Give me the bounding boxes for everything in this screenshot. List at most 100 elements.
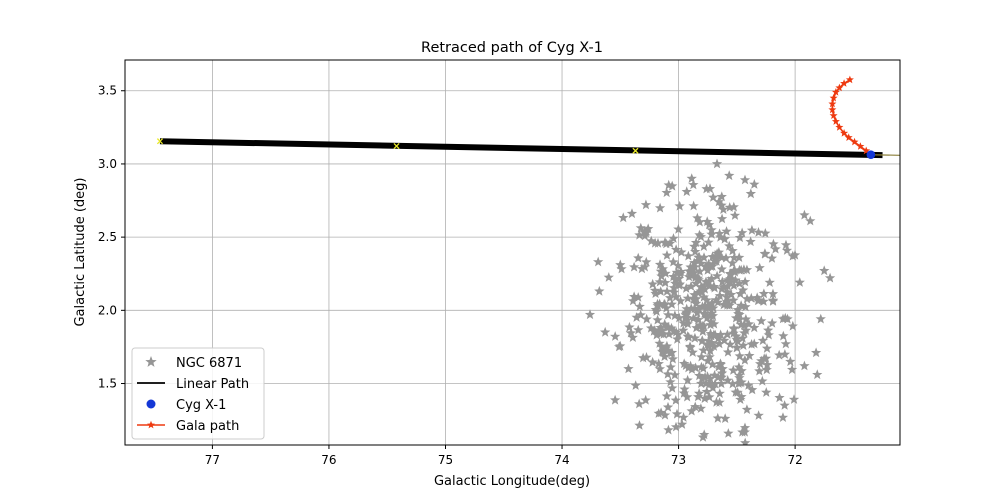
cluster-star	[671, 326, 682, 337]
cluster-star	[757, 375, 768, 386]
cluster-star	[746, 224, 758, 235]
cluster-star	[737, 332, 748, 343]
cluster-star	[780, 338, 791, 349]
cluster-star	[702, 265, 713, 275]
cluster-star	[699, 429, 710, 440]
cluster-star	[727, 245, 738, 256]
cluster-star	[694, 304, 705, 314]
cluster-star	[787, 320, 798, 331]
cluster-star	[753, 410, 764, 420]
cluster-star	[659, 299, 671, 310]
cluster-star	[722, 299, 733, 310]
plot-frame	[124, 59, 901, 446]
cluster-star	[819, 265, 830, 276]
cluster-star	[667, 180, 678, 191]
cluster-star	[687, 347, 698, 357]
cluster-star	[741, 293, 753, 304]
cluster-star	[693, 255, 704, 266]
cluster-star	[716, 252, 727, 262]
cluster-star	[660, 277, 671, 288]
y-tick-label: 3.5	[98, 84, 117, 98]
cluster-star	[708, 341, 720, 351]
cluster-star	[667, 382, 678, 393]
cluster-star	[641, 313, 652, 324]
cluster-star	[715, 231, 726, 242]
cluster-star	[661, 238, 672, 249]
cluster-star	[654, 276, 665, 287]
cluster-star	[694, 251, 705, 262]
cluster-star	[739, 327, 750, 338]
cluster-star	[702, 371, 713, 381]
cluster-star	[663, 328, 675, 339]
cluster-star	[634, 301, 645, 311]
cluster-star	[731, 342, 742, 352]
cluster-star	[647, 356, 658, 367]
cluster-star	[764, 277, 775, 287]
cluster-star	[668, 271, 679, 282]
cluster-star	[690, 272, 701, 282]
cluster-star	[697, 431, 709, 442]
cluster-star	[696, 361, 707, 372]
cluster-star	[682, 374, 693, 385]
cluster-star	[712, 248, 723, 258]
cluster-star	[716, 372, 727, 382]
cluster-star	[740, 313, 751, 324]
cluster-star	[774, 392, 785, 403]
cluster-star	[763, 325, 774, 335]
cluster-star	[674, 200, 685, 211]
cluster-star	[715, 358, 726, 369]
cluster-star	[683, 271, 695, 282]
cluster-star	[711, 294, 722, 305]
cluster-star	[684, 265, 695, 276]
cluster-star	[714, 338, 725, 349]
linear-path-marker	[632, 147, 639, 154]
cluster-star	[787, 364, 798, 375]
cluster-star	[711, 253, 722, 264]
x-tick-label: 76	[321, 453, 336, 467]
cluster-star	[655, 322, 666, 333]
cluster-star	[630, 380, 641, 390]
cluster-star	[701, 183, 712, 194]
cluster-star	[635, 309, 646, 320]
cluster-star	[671, 408, 683, 419]
cluster-star	[740, 437, 751, 445]
cluster-star	[714, 290, 725, 301]
cluster-star	[675, 268, 686, 279]
cluster-star	[721, 226, 732, 236]
cluster-star	[671, 291, 682, 302]
cluster-star	[774, 349, 785, 360]
cluster-star	[727, 257, 738, 268]
cluster-star	[740, 325, 752, 335]
legend-box	[131, 347, 265, 440]
cluster-star	[634, 420, 645, 430]
cluster-star	[665, 361, 676, 372]
cluster-star	[736, 391, 747, 402]
cluster-star	[690, 246, 701, 257]
cluster-star	[701, 386, 712, 397]
legend-symbol-gala-path-marker	[147, 420, 155, 429]
cluster-star	[638, 352, 649, 363]
cluster-star	[681, 303, 692, 314]
cluster-star	[720, 413, 731, 423]
cluster-star	[703, 276, 715, 287]
cluster-star	[744, 350, 755, 361]
cluster-star	[725, 339, 736, 349]
cluster-star	[736, 319, 747, 330]
cluster-star	[678, 325, 689, 335]
cluster-star	[679, 358, 690, 369]
cluster-star	[706, 229, 717, 239]
cluster-star	[600, 326, 611, 337]
cluster-star	[704, 351, 715, 362]
cluster-star	[692, 212, 703, 223]
cluster-star	[805, 215, 816, 226]
x-axis-label: Galactic Longitude(deg)	[434, 474, 590, 489]
cluster-star	[663, 424, 674, 435]
cluster-star	[752, 292, 763, 303]
cluster-star	[727, 378, 738, 389]
legend-symbol-ngc-6871	[145, 356, 157, 367]
cluster-star	[824, 272, 836, 283]
cluster-star	[666, 347, 678, 358]
cluster-star	[690, 401, 701, 412]
cluster-star	[712, 297, 723, 307]
cluster-star	[739, 422, 751, 433]
